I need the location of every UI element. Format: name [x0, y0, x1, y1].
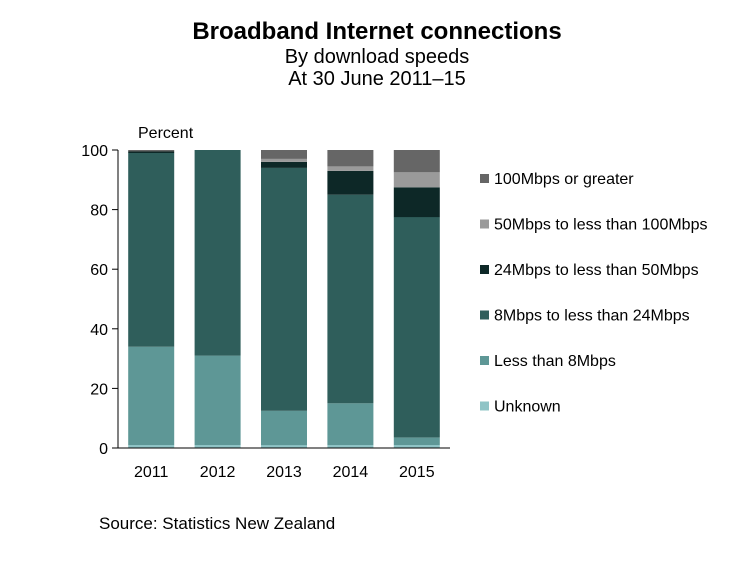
bar-segment — [327, 166, 374, 171]
x-tick-label: 2014 — [333, 464, 369, 481]
title-block: Broadband Internet connections By downlo… — [0, 18, 754, 90]
x-tick-label: 2013 — [266, 464, 302, 481]
bar-segment — [261, 410, 307, 446]
bar-segment — [393, 172, 440, 188]
legend: 100Mbps or greater 50Mbps to less than 10… — [480, 171, 707, 416]
legend-label: 24Mbps to less than 50Mbps — [494, 262, 699, 279]
bar-segment — [128, 346, 175, 445]
chart-subtitle-date: At 30 June 2011–15 — [288, 68, 466, 90]
legend-swatch — [480, 401, 489, 411]
bar-segment — [261, 161, 307, 168]
legend-swatch — [480, 219, 489, 229]
legend-label: 100Mbps or greater — [494, 171, 634, 188]
y-tick-label: 40 — [90, 322, 108, 339]
bar-segment — [327, 150, 374, 167]
bar-segment — [327, 403, 374, 445]
bar-segment — [128, 445, 175, 448]
bar-segment — [261, 150, 307, 159]
bar-segment — [128, 153, 175, 347]
legend-swatch — [480, 356, 489, 365]
x-tick-label: 2011 — [134, 464, 169, 481]
bar-segment — [327, 194, 374, 404]
legend-label: Less than 8Mbps — [494, 353, 616, 370]
y-tick-label: 0 — [99, 441, 108, 458]
bar-segment — [261, 445, 307, 448]
y-tick-label: 80 — [90, 203, 108, 220]
y-axis-label: Percent — [138, 125, 194, 142]
bar-segment — [128, 150, 175, 152]
bar-segment — [261, 158, 307, 162]
y-tick-label: 60 — [90, 262, 108, 279]
legend-label: Unknown — [494, 399, 561, 416]
bar-segment — [327, 170, 374, 195]
bars-group — [128, 150, 440, 448]
legend-swatch — [480, 310, 489, 320]
bar-segment — [393, 445, 440, 448]
chart-title: Broadband Internet connections — [192, 18, 562, 45]
source-note: Source: Statistics New Zealand — [99, 514, 336, 533]
legend-swatch — [480, 265, 489, 274]
bar-segment — [128, 151, 175, 153]
chart-subtitle: By download speeds — [284, 46, 470, 68]
axes-group: 2011 2012 2013 2014 2015 0 20 40 60 80 100 Percent — [81, 125, 450, 481]
bar-segment — [194, 355, 241, 445]
x-tick-label: 2012 — [200, 464, 236, 481]
legend-swatch — [480, 174, 489, 183]
y-tick-label: 20 — [90, 381, 108, 398]
bar-segment — [393, 187, 440, 218]
legend-label: 50Mbps to less than 100Mbps — [494, 217, 707, 234]
bar-segment — [393, 437, 440, 445]
bar-segment — [194, 445, 241, 448]
y-tick-label: 100 — [81, 143, 108, 160]
bar-segment — [327, 445, 374, 448]
bar-segment — [393, 217, 440, 438]
x-tick-label: 2015 — [399, 464, 435, 481]
bar-segment — [261, 167, 307, 411]
bar-segment — [194, 150, 241, 356]
bar-segment — [393, 150, 440, 173]
legend-label: 8Mbps to less than 24Mbps — [494, 308, 690, 325]
